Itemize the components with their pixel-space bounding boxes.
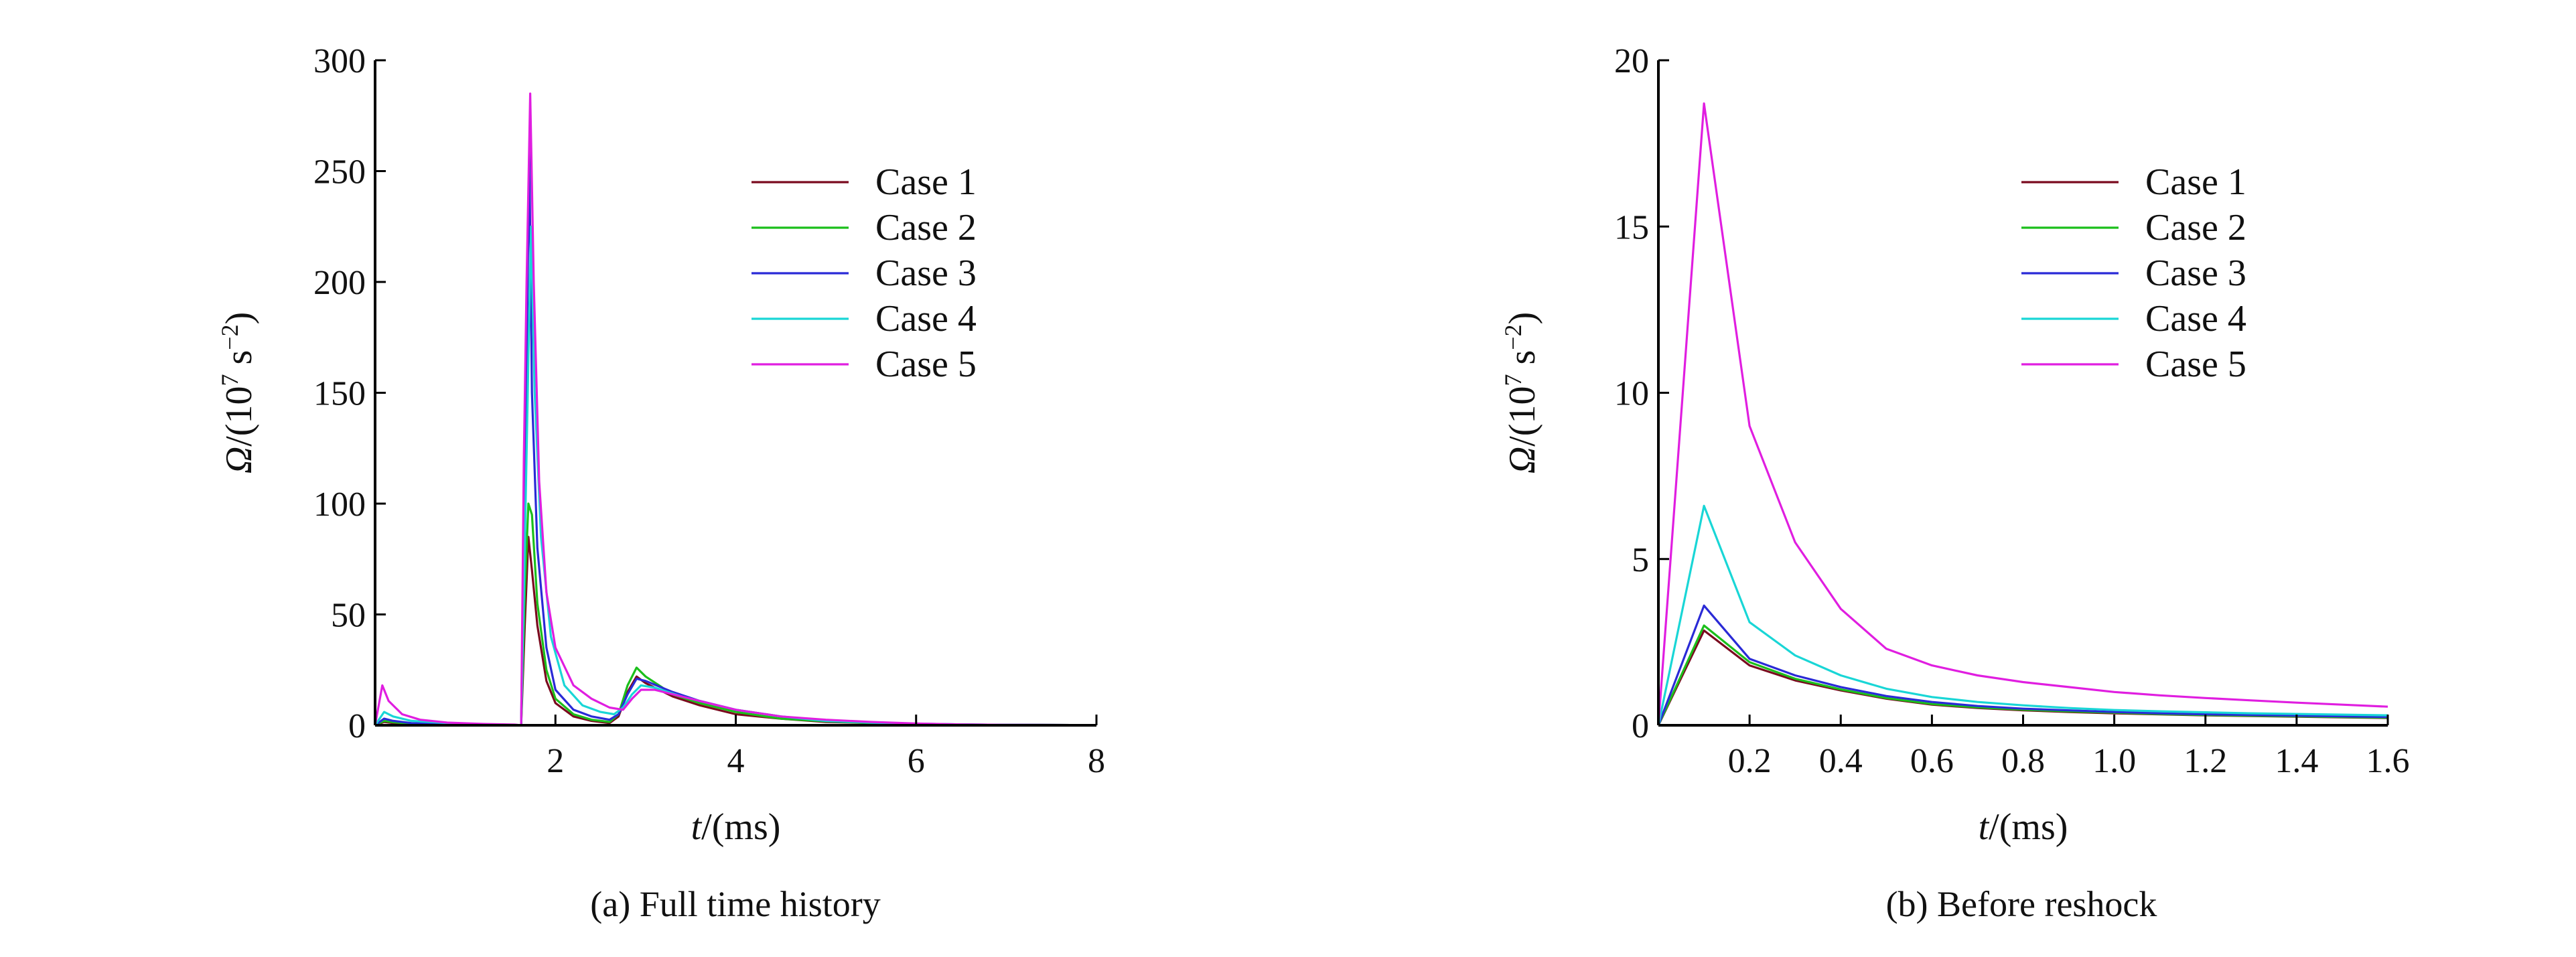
- y-axis-label: Ω/(107 s−2): [216, 312, 260, 473]
- x-tick-label: 0.2: [1728, 742, 1772, 780]
- legend-label-case-5: Case 5: [2145, 344, 2246, 385]
- x-tick-label: 1.0: [2092, 742, 2136, 780]
- panel-a-full-time-history: 0 50 100 150 200 250 300 2 4 6 8 t/(ms) Ω/(107 s−2) C…: [216, 42, 1105, 924]
- x-tick-label: 0.6: [1910, 742, 1954, 780]
- x-tick-label: 0.4: [1819, 742, 1863, 780]
- series-line-case-2: [374, 502, 1097, 727]
- x-tick-label: 2: [547, 742, 564, 780]
- y-tick-label: 0: [1632, 707, 1649, 745]
- series-line-case-5: [1657, 102, 2388, 726]
- y-axis-label-exp: 7: [216, 374, 243, 386]
- y-axis-label-var: Ω: [1502, 447, 1543, 474]
- legend-label-case-4: Case 4: [875, 298, 977, 340]
- x-axis-label: t/(ms): [1979, 806, 2068, 848]
- y-axis-label-unit2: s: [218, 350, 260, 374]
- x-tick-label: 1.4: [2275, 742, 2318, 780]
- series-line-case-5: [374, 92, 1097, 727]
- y-axis-label-unit: /(10: [218, 386, 260, 447]
- y-tick-label: 200: [313, 264, 366, 302]
- series-line-case-4: [374, 225, 1097, 727]
- y-tick-label: 10: [1614, 375, 1649, 413]
- x-tick-label: 1.6: [2366, 742, 2410, 780]
- legend-label-case-1: Case 1: [2145, 161, 2246, 203]
- y-tick-label: 100: [313, 486, 366, 524]
- x-axis-label-unit: /(ms): [701, 806, 780, 848]
- y-tick-label: 0: [348, 707, 366, 745]
- x-axis-label: t/(ms): [691, 806, 781, 848]
- y-axis-label-exp2: −2: [216, 324, 243, 350]
- x-tick-label: 0.8: [2001, 742, 2045, 780]
- series-line-case-3: [374, 147, 1097, 727]
- y-tick-label: 150: [313, 375, 366, 413]
- y-tick-label: 15: [1614, 208, 1649, 246]
- series-line-case-1: [374, 536, 1097, 727]
- series-line-case-2: [1657, 624, 2388, 726]
- y-axis-label-exp: 7: [1500, 374, 1526, 386]
- legend-label-case-3: Case 3: [875, 252, 977, 294]
- y-axis-label-unit: /(10: [1502, 386, 1543, 447]
- y-tick-label: 50: [331, 597, 366, 635]
- x-tick-label: 4: [727, 742, 745, 780]
- y-axis-label-exp2: −2: [1500, 324, 1526, 350]
- x-tick-label: 8: [1088, 742, 1105, 780]
- series-line-case-4: [1657, 504, 2388, 726]
- x-axis-label-unit: /(ms): [1989, 806, 2068, 848]
- legend-label-case-4: Case 4: [2145, 298, 2246, 340]
- legend-label-case-2: Case 2: [2145, 207, 2246, 248]
- legend-label-case-5: Case 5: [875, 344, 977, 385]
- y-axis-label-unit2: s: [1502, 350, 1543, 374]
- y-axis-label-close: ): [1502, 312, 1543, 325]
- y-axis-label-close: ): [218, 312, 260, 325]
- y-tick-label: 20: [1614, 42, 1649, 80]
- y-axis-label: Ω/(107 s−2): [1500, 312, 1543, 473]
- y-tick-label: 5: [1632, 541, 1649, 579]
- legend-label-case-2: Case 2: [875, 207, 977, 248]
- series-line-case-1: [1657, 629, 2388, 726]
- panel-caption: (b) Before reshock: [1886, 884, 2157, 924]
- x-tick-label: 1.2: [2184, 742, 2227, 780]
- legend-label-case-1: Case 1: [875, 161, 977, 203]
- x-axis-label-var: t: [1979, 806, 1990, 848]
- x-tick-label: 6: [908, 742, 925, 780]
- series-line-case-3: [1657, 604, 2388, 726]
- y-axis-label-var: Ω: [218, 447, 260, 474]
- x-axis-label-var: t: [691, 806, 703, 848]
- y-tick-label: 300: [313, 42, 366, 80]
- legend-label-case-3: Case 3: [2145, 252, 2246, 294]
- y-tick-label: 250: [313, 153, 366, 192]
- panel-caption: (a) Full time history: [590, 884, 880, 924]
